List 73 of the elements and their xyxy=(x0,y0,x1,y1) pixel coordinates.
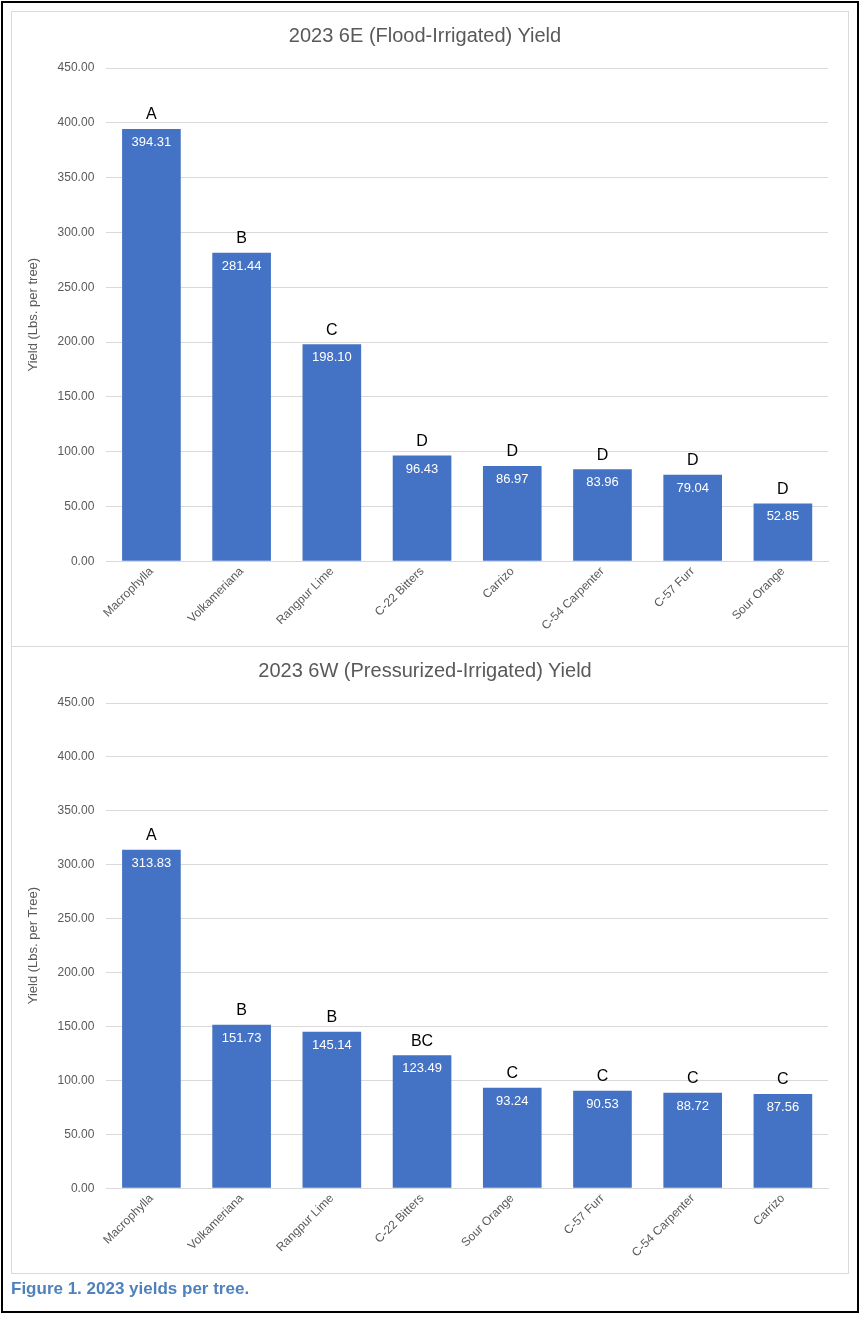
data-label: 83.96 xyxy=(586,474,619,490)
chart-title: 2023 6W (Pressurized-Irrigated) Yield xyxy=(258,658,592,681)
data-label: 281.44 xyxy=(221,257,262,273)
y-tick-label: 400.00 xyxy=(57,115,95,130)
annotation: C xyxy=(686,1069,699,1087)
y-tick-label: 50.00 xyxy=(64,498,95,513)
bar xyxy=(392,455,452,561)
annotation: C xyxy=(326,320,338,338)
bar xyxy=(122,129,181,561)
y-tick-label: 0.00 xyxy=(70,553,95,568)
y-tick-label: 50.00 xyxy=(64,1126,95,1141)
y-tick-label: 100.00 xyxy=(57,444,95,459)
annotation: D xyxy=(777,479,789,497)
bar xyxy=(753,1093,813,1188)
data-label: 151.73 xyxy=(221,1029,262,1045)
y-tick-label: 300.00 xyxy=(57,857,95,872)
y-tick-label: 0.00 xyxy=(70,1180,95,1195)
data-label: 145.14 xyxy=(311,1036,352,1052)
bar xyxy=(302,344,362,561)
annotation: A xyxy=(146,105,158,123)
y-tick-label: 250.00 xyxy=(57,279,95,294)
y-axis-title: Yield (Lbs. per Tree) xyxy=(25,887,41,1005)
chart-title: 2023 6E (Flood-Irrigated) Yield xyxy=(288,23,562,46)
y-tick-label: 450.00 xyxy=(57,60,95,75)
bar xyxy=(753,503,813,561)
data-label: 198.10 xyxy=(311,349,352,365)
annotation: D xyxy=(506,442,519,460)
data-label: 394.31 xyxy=(131,134,172,150)
annotation: D xyxy=(596,445,609,463)
annotation: BC xyxy=(410,1031,434,1049)
bar xyxy=(573,1090,632,1188)
annotation: D xyxy=(686,451,699,469)
data-label: 87.56 xyxy=(766,1098,800,1114)
bar xyxy=(482,465,542,561)
data-label: 86.97 xyxy=(495,471,529,487)
annotation: C xyxy=(596,1067,609,1085)
bar xyxy=(663,1092,722,1188)
bar xyxy=(482,1087,542,1188)
data-label: 93.24 xyxy=(495,1092,529,1108)
y-tick-label: 400.00 xyxy=(57,749,95,764)
y-tick-label: 100.00 xyxy=(57,1072,95,1087)
data-label: 52.85 xyxy=(766,508,800,524)
data-label: 123.49 xyxy=(402,1060,442,1076)
annotation: C xyxy=(506,1064,519,1082)
bar xyxy=(122,849,181,1188)
annotation: C xyxy=(777,1070,789,1088)
y-tick-label: 300.00 xyxy=(57,224,95,239)
bar xyxy=(663,474,722,561)
annotation: D xyxy=(416,432,428,450)
bar xyxy=(212,1024,271,1188)
data-label: 79.04 xyxy=(676,479,709,495)
data-label: 90.53 xyxy=(586,1095,619,1111)
y-tick-label: 350.00 xyxy=(57,803,95,818)
bar xyxy=(302,1031,362,1188)
data-label: 96.43 xyxy=(405,460,439,476)
annotation: B xyxy=(236,1001,247,1019)
bar xyxy=(573,469,632,561)
y-tick-label: 450.00 xyxy=(57,695,95,710)
y-tick-label: 200.00 xyxy=(57,964,95,979)
bar xyxy=(392,1055,452,1188)
annotation: A xyxy=(146,826,158,844)
y-tick-label: 250.00 xyxy=(57,911,95,926)
y-tick-label: 350.00 xyxy=(57,169,95,184)
y-tick-label: 150.00 xyxy=(57,1018,95,1033)
y-tick-label: 150.00 xyxy=(57,389,95,404)
caption: Figure 1. 2023 yields per tree. xyxy=(11,1279,250,1299)
annotation: B xyxy=(236,229,247,247)
y-axis-title: Yield (Lbs. per tree) xyxy=(25,257,41,372)
data-label: 88.72 xyxy=(676,1097,709,1113)
bar xyxy=(212,252,271,561)
data-label: 313.83 xyxy=(131,854,172,870)
y-tick-label: 200.00 xyxy=(57,334,95,349)
annotation: B xyxy=(326,1008,338,1026)
